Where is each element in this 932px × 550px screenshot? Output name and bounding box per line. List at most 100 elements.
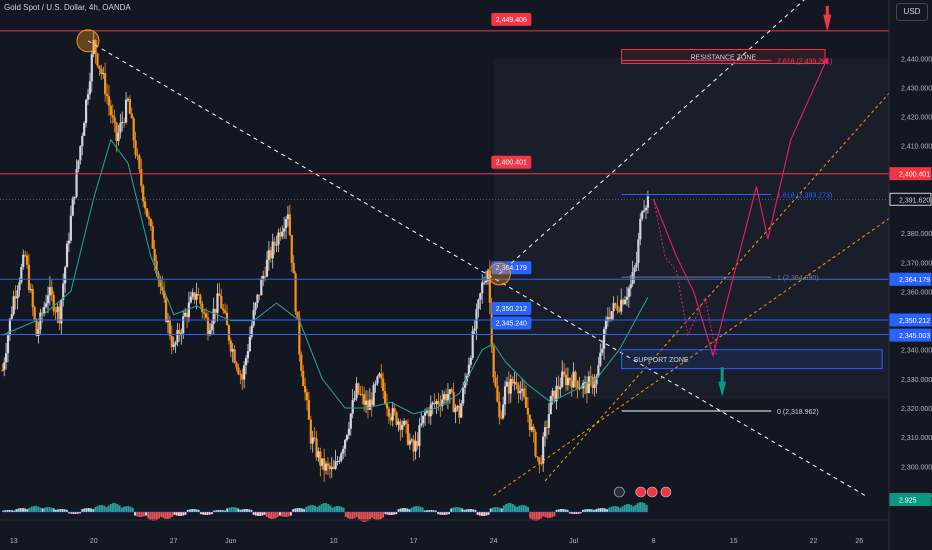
macd-bar [41, 508, 44, 512]
candle-body [326, 463, 330, 466]
candle-body [4, 353, 8, 363]
macd-bar [551, 512, 554, 518]
candle-body [342, 448, 345, 454]
candle-body [33, 307, 36, 320]
macd-bar [632, 506, 635, 512]
support-arrow-icon [718, 367, 727, 397]
candle-body [444, 394, 448, 401]
macd-bar [219, 510, 222, 512]
candle-body [483, 282, 486, 284]
macd-bar [191, 509, 194, 512]
macd-bar [364, 512, 367, 522]
candle-body [583, 382, 587, 384]
macd-bar [527, 506, 530, 512]
macd-bar [579, 512, 582, 514]
candle-body [576, 380, 579, 389]
macd-bar [267, 512, 270, 519]
candle-body [404, 420, 408, 425]
candle-body [486, 270, 490, 281]
candle-body [559, 386, 562, 390]
candle-body [591, 377, 594, 389]
macd-bar [285, 512, 288, 517]
candle-body [473, 328, 476, 331]
macd-bar [114, 503, 117, 512]
candle-body [294, 273, 297, 312]
macd-bar [592, 509, 595, 512]
candle-body [324, 463, 328, 471]
candle-body [302, 370, 305, 386]
macd-bar [57, 509, 60, 512]
candle-body [153, 248, 156, 262]
candle-body [363, 394, 366, 405]
candle-body [345, 435, 349, 440]
candle-body [300, 354, 303, 371]
level-tag-2400.401 [491, 155, 532, 169]
macd-bar [6, 510, 9, 512]
macd-bar [169, 512, 172, 519]
currency-button[interactable]: USD [896, 3, 928, 21]
macd-bar [606, 509, 609, 512]
candle-body [126, 98, 130, 100]
macd-bar [441, 512, 444, 515]
macd-bar [511, 503, 514, 512]
candle-body [460, 403, 463, 418]
macd-bar [553, 512, 556, 517]
symbol-title: Gold Spot / U.S. Dollar, 4h, OANDA [4, 3, 131, 12]
macd-bar [199, 512, 202, 515]
macd-bar [70, 512, 73, 514]
macd-bar [379, 512, 382, 520]
x-tick-label: 22 [810, 538, 818, 545]
candle-body [593, 384, 596, 389]
macd-bar [15, 509, 18, 512]
macd-bar [314, 505, 317, 512]
macd-bar [373, 512, 376, 520]
macd-bar [278, 512, 281, 516]
macd-bar [355, 512, 358, 518]
candle-body [435, 401, 438, 405]
macd-bar [287, 512, 290, 517]
candle-body [77, 160, 80, 170]
x-tick-label: 27 [170, 538, 178, 545]
candle-body [475, 309, 478, 329]
candle-body [357, 383, 360, 394]
swing-marker [487, 262, 511, 286]
candle-body [549, 396, 552, 415]
candle-body [222, 308, 225, 311]
macd-bar [112, 503, 114, 512]
candle-body [149, 219, 152, 227]
x-tick-label: 17 [410, 538, 418, 545]
macd-bar [94, 506, 97, 512]
candle-body [629, 284, 632, 289]
candle-body [606, 317, 610, 321]
candle-body [538, 457, 541, 463]
macd-bar [175, 512, 178, 516]
macd-bar [535, 512, 538, 521]
candle-series [1, 32, 649, 482]
candle-body [204, 313, 208, 318]
axis-price-tag [889, 272, 932, 286]
x-tick-label: 24 [490, 538, 498, 545]
macd-bar [186, 509, 189, 512]
candle-body [334, 461, 337, 469]
macd-bar [125, 506, 128, 512]
candle-body [197, 294, 200, 296]
macd-bar [463, 509, 466, 512]
macd-bar [509, 503, 512, 512]
y-tick-label: 2,420.000 [901, 115, 932, 122]
level-tag-2364.179 [491, 261, 532, 275]
candle-body [231, 349, 234, 352]
candle-body [340, 453, 343, 461]
candle-body [555, 385, 558, 402]
macd-bar [426, 510, 429, 512]
candle-body [376, 376, 379, 384]
level-tag-2449.406 [491, 12, 532, 26]
candle-body [277, 232, 280, 245]
macd-bar [428, 510, 431, 512]
macd-bar [382, 512, 385, 518]
candle-body [414, 440, 417, 452]
candle-body [151, 226, 154, 249]
macd-bar [540, 512, 543, 519]
candle-body [427, 410, 430, 417]
macd-bar [342, 507, 345, 512]
